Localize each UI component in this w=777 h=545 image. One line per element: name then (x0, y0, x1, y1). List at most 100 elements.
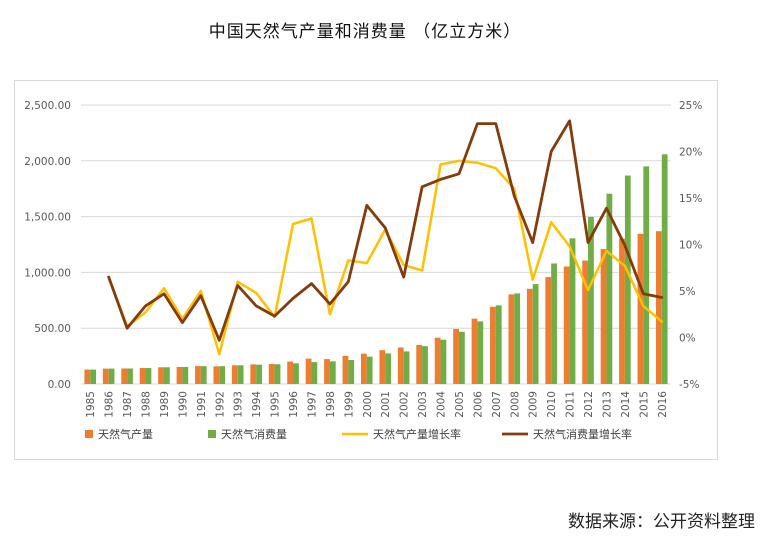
x-axis-tick-label: 1999 (343, 391, 355, 418)
x-axis-tick-label: 1992 (214, 391, 226, 418)
consumption-bar (293, 363, 299, 384)
consumption-bar (532, 284, 539, 384)
consumption-bar (237, 365, 244, 384)
production-bar (545, 277, 552, 384)
production-bar (434, 337, 441, 384)
axis-labels: 0.00 500.00 1,000.00 1,500.00 2,000.00 2,500.… (24, 100, 702, 418)
production-bar (287, 361, 294, 384)
production-bar (360, 353, 367, 384)
legend-label: 天然气消费量增长率 (533, 427, 632, 441)
consumption-bar (90, 369, 97, 384)
right-axis-tick-label: 10% (679, 240, 702, 252)
legend-label: 天然气产量增长率 (373, 427, 461, 441)
production-bar (582, 260, 589, 384)
consumption-bar (403, 351, 410, 384)
consumption-bar (219, 366, 226, 384)
x-axis-tick-label: 2004 (436, 391, 448, 418)
consumption-bar (366, 356, 373, 384)
production-bar (637, 233, 644, 384)
consumption-bar (127, 368, 133, 384)
left-axis-tick-label: 1,500.00 (24, 212, 71, 224)
production-bar (139, 368, 146, 384)
left-axis-tick-label: 500.00 (34, 323, 71, 335)
consumption-bar (145, 368, 152, 384)
x-axis-tick-label: 1989 (159, 391, 171, 418)
right-axis-tick-label: 5% (679, 286, 696, 298)
consumption-bar (551, 263, 557, 384)
right-axis-tick-label: 25% (679, 100, 702, 112)
production-bar (453, 328, 459, 384)
consumption-bar (606, 193, 613, 384)
production-bar (158, 367, 164, 384)
consumption-bar (385, 353, 392, 384)
production-bar (416, 344, 423, 384)
production-bar (397, 347, 404, 384)
left-axis-tick-label: 2,500.00 (24, 100, 71, 112)
x-axis-tick-label: 2016 (657, 391, 669, 418)
combo-chart: 0.00 500.00 1,000.00 1,500.00 2,000.00 2,500.… (24, 100, 702, 441)
legend-label: 天然气消费量 (221, 427, 287, 441)
consumption-bar (329, 361, 336, 384)
consumption-bar (311, 362, 318, 384)
x-axis-tick-label: 2011 (565, 391, 577, 418)
x-axis-tick-label: 1994 (251, 391, 263, 418)
production-bar (324, 359, 330, 384)
x-axis-tick-label: 2008 (509, 391, 521, 418)
production-bar (490, 306, 496, 384)
production-bar (231, 365, 238, 384)
consumption-bar (182, 366, 189, 384)
x-axis-tick-label: 1997 (306, 391, 318, 418)
legend-swatch (208, 430, 216, 438)
x-axis-tick-label: 2003 (417, 391, 429, 418)
left-axis-tick-label: 1,000.00 (24, 267, 71, 279)
consumption-bar (569, 238, 576, 384)
right-axis-tick-label: 0% (679, 333, 696, 345)
right-axis-tick-label: 15% (679, 193, 702, 205)
production-bar (121, 368, 128, 384)
x-axis-tick-label: 1985 (85, 391, 97, 418)
production-bar (250, 364, 257, 384)
x-axis-tick-label: 2015 (638, 391, 650, 418)
legend-swatch (85, 430, 93, 438)
x-axis-tick-label: 2007 (491, 391, 503, 418)
consumption-bar (200, 366, 207, 384)
consumption-bar (163, 367, 170, 384)
left-axis-tick-label: 2,000.00 (24, 156, 71, 168)
x-axis-tick-label: 1990 (177, 391, 189, 418)
consumption-growth-line (107, 119, 664, 342)
x-axis-tick-label: 2009 (528, 391, 540, 418)
consumption-bar (588, 216, 594, 384)
x-axis-tick-label: 1995 (270, 391, 282, 418)
production-bar (600, 249, 607, 384)
x-axis-tick-label: 2013 (601, 391, 613, 418)
chart-frame: 0.00 500.00 1,000.00 1,500.00 2,000.00 2,500.… (14, 80, 718, 460)
x-axis-tick-label: 2014 (620, 391, 632, 418)
x-axis-tick-label: 1996 (288, 391, 300, 418)
consumption-bar (643, 166, 650, 384)
x-axis-tick-label: 1986 (104, 391, 116, 418)
consumption-bar (661, 154, 668, 384)
consumption-bar (440, 339, 447, 384)
production-bar (563, 266, 570, 384)
consumption-bar (514, 293, 521, 384)
consumption-bar (495, 305, 502, 384)
consumption-bar (624, 175, 631, 384)
x-axis-tick-label: 2010 (546, 391, 558, 418)
production-bar (379, 350, 386, 384)
x-axis-tick-label: 2000 (362, 391, 374, 418)
consumption-bar (256, 364, 262, 384)
consumption-bar (348, 360, 355, 384)
x-axis-tick-label: 2012 (583, 391, 595, 418)
consumption-bar (477, 321, 484, 384)
consumption-bar (458, 331, 465, 384)
consumption-bar (274, 364, 281, 384)
data-source-note: 数据来源：公开资料整理 (568, 512, 755, 532)
x-axis-tick-label: 1987 (122, 391, 134, 418)
production-bar (508, 294, 515, 384)
production-bar (305, 358, 312, 384)
production-bar (342, 355, 349, 384)
legend-label: 天然气产量 (98, 427, 153, 441)
consumption-bar (108, 368, 115, 384)
x-axis-tick-label: 1993 (233, 391, 245, 418)
production-bar (268, 364, 275, 384)
